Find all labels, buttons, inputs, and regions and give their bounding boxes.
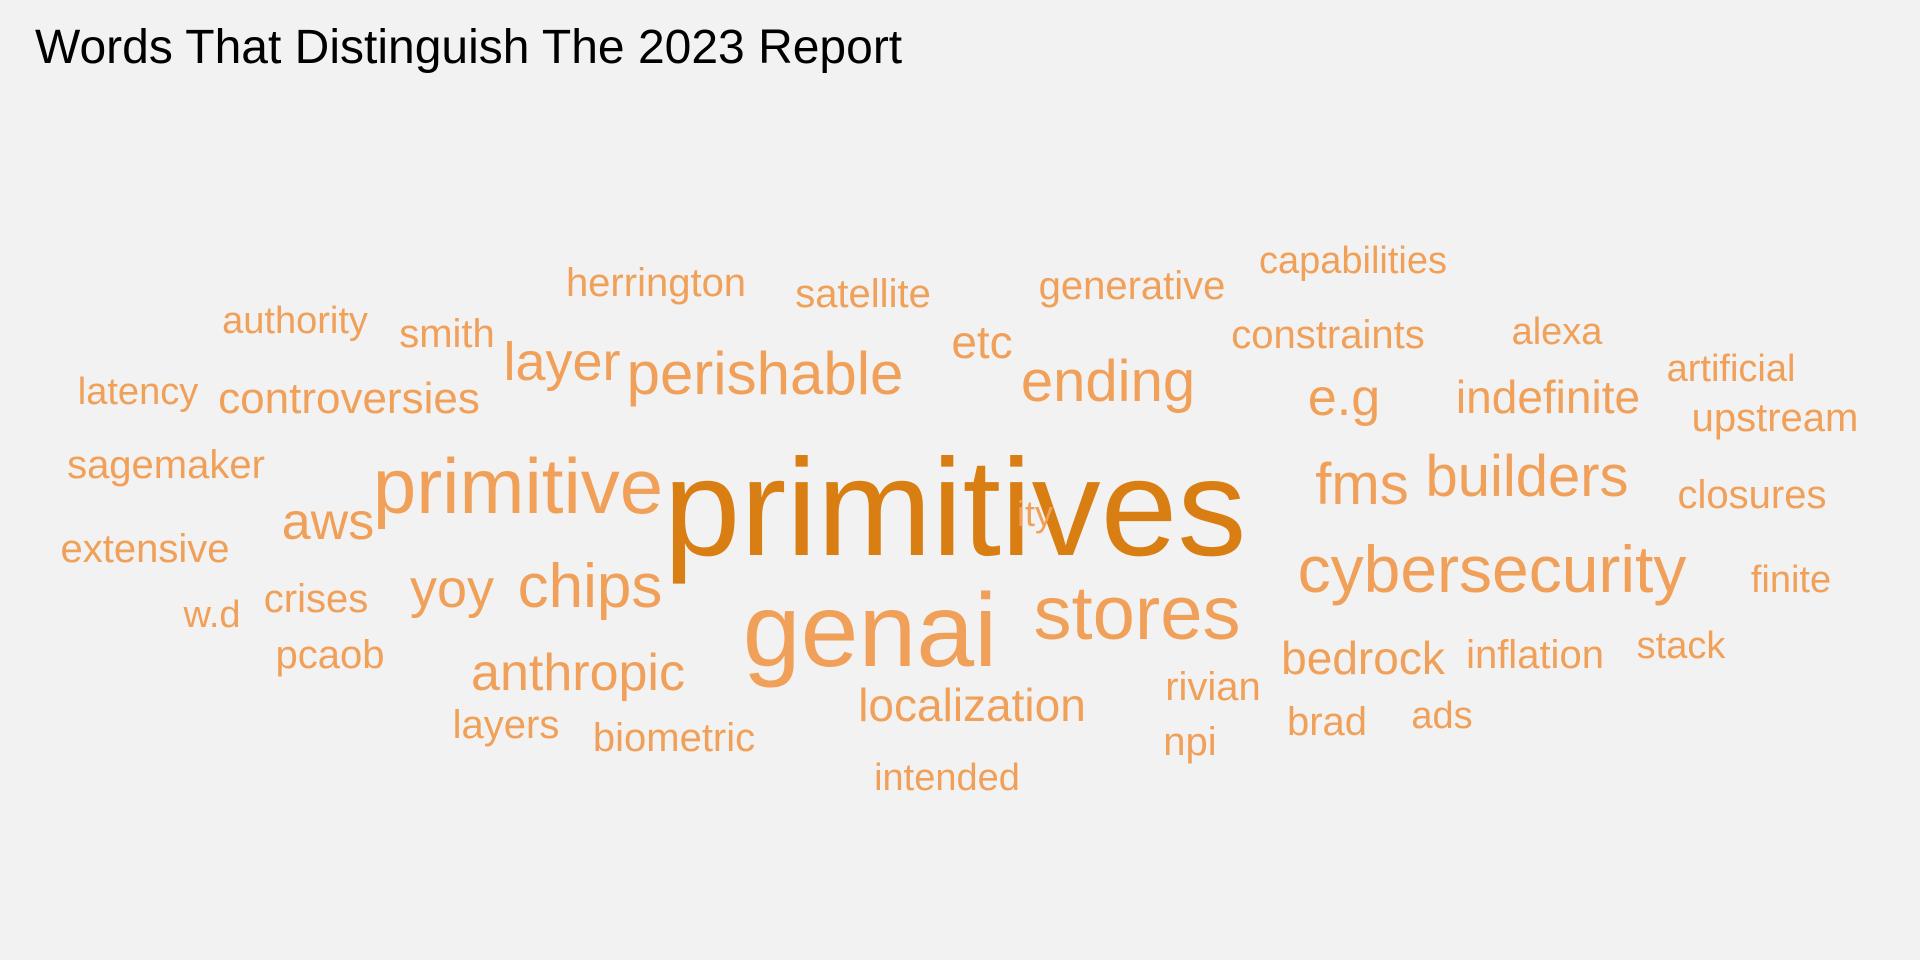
word-npi: npi [1163, 720, 1217, 764]
word-genai: genai [742, 573, 998, 689]
word-ity: ity [1017, 493, 1053, 534]
word-smith: smith [399, 312, 495, 356]
word-localization: localization [858, 679, 1086, 731]
word-anthropic: anthropic [471, 644, 685, 702]
word-sagemaker: sagemaker [67, 443, 265, 487]
word-constraints: constraints [1231, 313, 1425, 357]
word-e-g: e.g [1307, 369, 1381, 427]
word-stores: stores [1033, 571, 1241, 656]
word-generative: generative [1038, 264, 1226, 308]
word-pcaob: pcaob [275, 633, 385, 677]
word-ads: ads [1411, 695, 1473, 737]
word-indefinite: indefinite [1455, 371, 1641, 423]
word-ending: ending [1020, 349, 1196, 414]
word-closures: closures [1677, 473, 1827, 517]
word-herrington: herrington [565, 261, 747, 305]
word-builders: builders [1425, 444, 1629, 509]
word-artificial: artificial [1666, 348, 1796, 390]
word-satellite: satellite [795, 272, 931, 316]
word-crises: crises [263, 577, 369, 621]
word-bedrock: bedrock [1281, 632, 1445, 684]
word-latency: latency [77, 371, 199, 413]
word-biometric: biometric [592, 716, 756, 760]
word-w-d: w.d [183, 594, 241, 636]
word-stack: stack [1636, 625, 1726, 667]
word-etc: etc [951, 316, 1013, 368]
word-intended: intended [874, 757, 1020, 799]
chart-title: Words That Distinguish The 2023 Report [35, 21, 903, 74]
word-fms: fms [1315, 452, 1409, 517]
word-finite: finite [1750, 559, 1832, 601]
word-layers: layers [452, 703, 560, 747]
word-chips: chips [517, 552, 663, 621]
word-rivian: rivian [1165, 665, 1261, 709]
word-yoy: yoy [409, 559, 495, 619]
word-alexa: alexa [1511, 311, 1603, 353]
word-cybersecurity: cybersecurity [1297, 532, 1687, 606]
word-capabilities: capabilities [1259, 240, 1447, 282]
word-primitives: primitives [663, 431, 1247, 585]
word-inflation: inflation [1466, 633, 1604, 677]
word-aws: aws [281, 493, 375, 551]
word-brad: brad [1286, 700, 1368, 744]
word-perishable: perishable [626, 340, 904, 407]
word-authority: authority [222, 300, 368, 342]
word-primitive: primitive [372, 442, 664, 530]
word-extensive: extensive [60, 527, 230, 571]
word-layer: layer [503, 332, 621, 392]
word-upstream: upstream [1691, 396, 1859, 440]
word-controversies: controversies [218, 374, 480, 423]
